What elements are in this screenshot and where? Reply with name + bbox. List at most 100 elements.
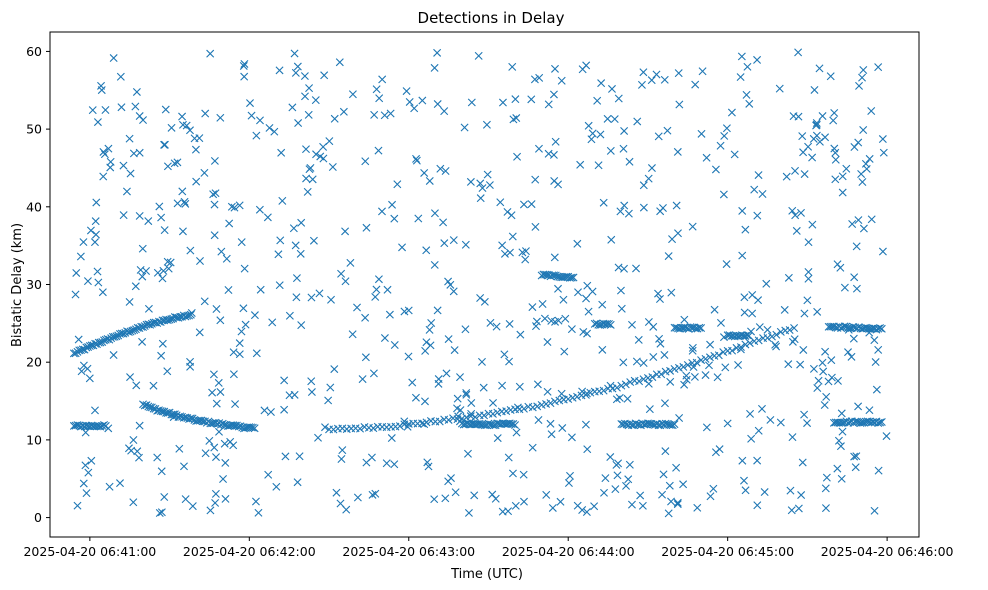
detection-marker — [625, 157, 634, 166]
detection-marker — [404, 352, 413, 361]
detection-marker — [611, 485, 620, 494]
detection-marker — [353, 303, 362, 312]
detection-marker — [247, 111, 256, 120]
detection-marker — [838, 172, 847, 181]
detection-marker — [780, 305, 789, 314]
detection-marker — [679, 362, 688, 371]
detection-marker — [293, 62, 302, 71]
detection-marker — [369, 369, 378, 378]
detection-marker — [308, 175, 317, 184]
detection-marker — [99, 172, 108, 181]
detection-marker — [374, 275, 383, 284]
detection-marker — [557, 389, 566, 398]
detection-marker — [227, 202, 236, 211]
detection-marker — [97, 81, 106, 90]
detection-marker — [191, 145, 200, 154]
detection-marker — [430, 260, 439, 269]
detection-marker — [634, 335, 643, 344]
detection-marker — [636, 491, 645, 500]
x-tick-label: 2025-04-20 06:46:00 — [821, 544, 954, 559]
detection-marker — [855, 81, 864, 90]
detection-marker — [130, 326, 139, 335]
detection-marker — [740, 293, 749, 302]
detection-marker — [99, 147, 108, 156]
detection-marker — [701, 371, 710, 380]
detection-marker — [790, 324, 799, 332]
detection-marker — [616, 207, 625, 216]
detection-marker — [138, 272, 147, 281]
detection-marker — [790, 335, 799, 344]
detection-marker — [675, 100, 684, 109]
detection-marker — [420, 420, 429, 429]
detection-marker — [210, 156, 219, 165]
detection-marker — [546, 399, 555, 408]
detection-marker — [844, 325, 853, 334]
detection-marker — [71, 290, 80, 299]
detection-marker — [661, 447, 670, 456]
detection-marker — [307, 293, 316, 302]
detection-marker — [697, 129, 706, 138]
detection-marker — [511, 95, 520, 104]
detection-marker — [607, 235, 616, 244]
detection-marker — [422, 246, 431, 255]
detection-marker — [268, 318, 277, 327]
detection-marker — [85, 374, 94, 383]
detection-marker — [157, 467, 166, 476]
detection-marker — [201, 109, 210, 118]
detection-marker — [493, 434, 502, 443]
detection-marker — [865, 406, 874, 415]
detection-marker — [229, 348, 238, 357]
detection-marker — [513, 152, 522, 161]
detection-marker — [169, 413, 178, 422]
detection-marker — [93, 118, 102, 127]
detection-marker — [744, 331, 753, 340]
detection-marker — [436, 164, 445, 173]
detection-marker — [750, 185, 759, 194]
detection-marker — [754, 336, 763, 345]
detection-marker — [81, 428, 90, 437]
detection-marker — [460, 123, 469, 132]
detection-marker — [847, 352, 856, 361]
detection-marker — [239, 61, 248, 70]
detection-marker — [474, 51, 483, 60]
detection-marker — [822, 392, 831, 401]
detection-marker — [209, 370, 218, 379]
detection-marker — [711, 165, 720, 174]
detection-marker — [644, 317, 653, 326]
detection-marker — [314, 433, 323, 442]
detection-marker — [578, 65, 587, 74]
detection-marker — [797, 208, 805, 217]
detection-marker — [785, 326, 794, 334]
detection-marker — [772, 330, 781, 339]
detection-marker — [235, 350, 244, 359]
detection-marker — [256, 116, 264, 125]
detection-marker — [377, 207, 386, 216]
detection-marker — [393, 180, 402, 189]
detection-marker — [623, 394, 632, 403]
detection-marker — [444, 277, 453, 286]
detection-marker — [324, 396, 333, 405]
detection-marker — [433, 48, 442, 57]
detection-marker — [214, 378, 223, 387]
detection-marker — [339, 107, 348, 116]
detection-marker — [504, 453, 513, 462]
detection-marker — [372, 85, 381, 94]
detection-marker — [644, 174, 653, 183]
detection-marker — [877, 324, 886, 333]
detection-marker — [212, 305, 221, 313]
detection-marker — [361, 313, 370, 322]
detection-marker — [719, 333, 728, 342]
detection-marker — [606, 320, 615, 329]
detection-marker — [865, 328, 874, 337]
detection-marker — [378, 75, 387, 84]
detection-marker — [566, 471, 575, 480]
detection-marker — [564, 395, 573, 403]
detection-marker — [483, 170, 492, 179]
detection-marker — [782, 172, 791, 181]
detection-marker — [850, 452, 859, 461]
detection-marker — [486, 318, 495, 327]
detection-marker — [488, 409, 497, 418]
detection-marker — [131, 102, 140, 111]
detection-marker — [617, 381, 626, 390]
